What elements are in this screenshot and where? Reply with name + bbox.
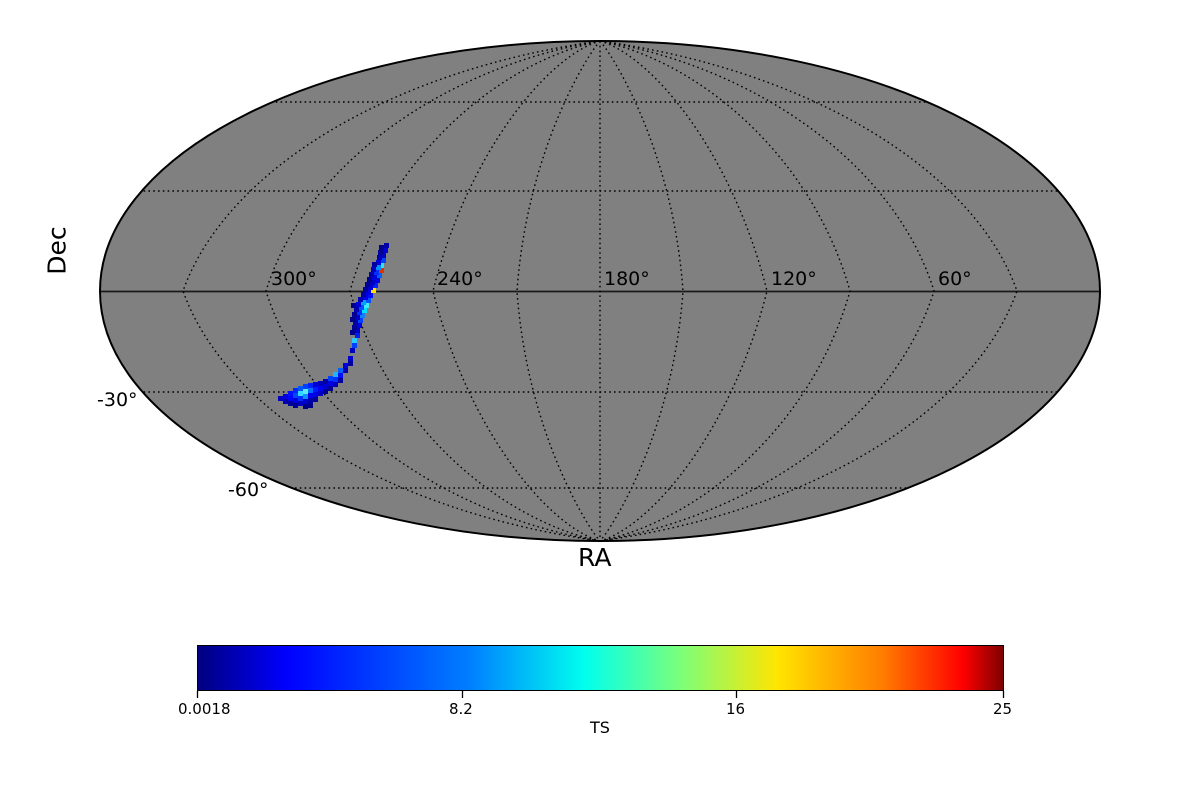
ra-tick-label-120: 120° (771, 268, 817, 290)
graticule-meridians (182, 41, 1018, 541)
dec-tick-label-minus30: -30° (97, 389, 138, 411)
colorbar-tick-label-mid2: 16 (726, 700, 746, 718)
dec-axis-label: Dec (42, 226, 72, 275)
ra-tick-label-300: 300° (271, 268, 317, 290)
ra-tick-label-60: 60° (938, 268, 972, 290)
colorbar-gradient (197, 645, 1004, 691)
colorbar-tick-label-mid1: 8.2 (449, 700, 473, 718)
colorbar-tick-label-min: 0.0018 (178, 700, 231, 718)
ts-skymap-blob (278, 243, 389, 409)
ra-axis-label: RA (578, 543, 612, 572)
map-outline (99, 40, 1101, 542)
colorbar-tick-label-max: 25 (993, 700, 1013, 718)
colorbar-ticks (196, 691, 1005, 698)
dec-tick-label-minus60: -60° (228, 479, 269, 501)
ra-tick-label-240: 240° (437, 268, 483, 290)
ra-tick-label-180: 180° (604, 268, 650, 290)
colorbar-title: TS (590, 718, 610, 737)
